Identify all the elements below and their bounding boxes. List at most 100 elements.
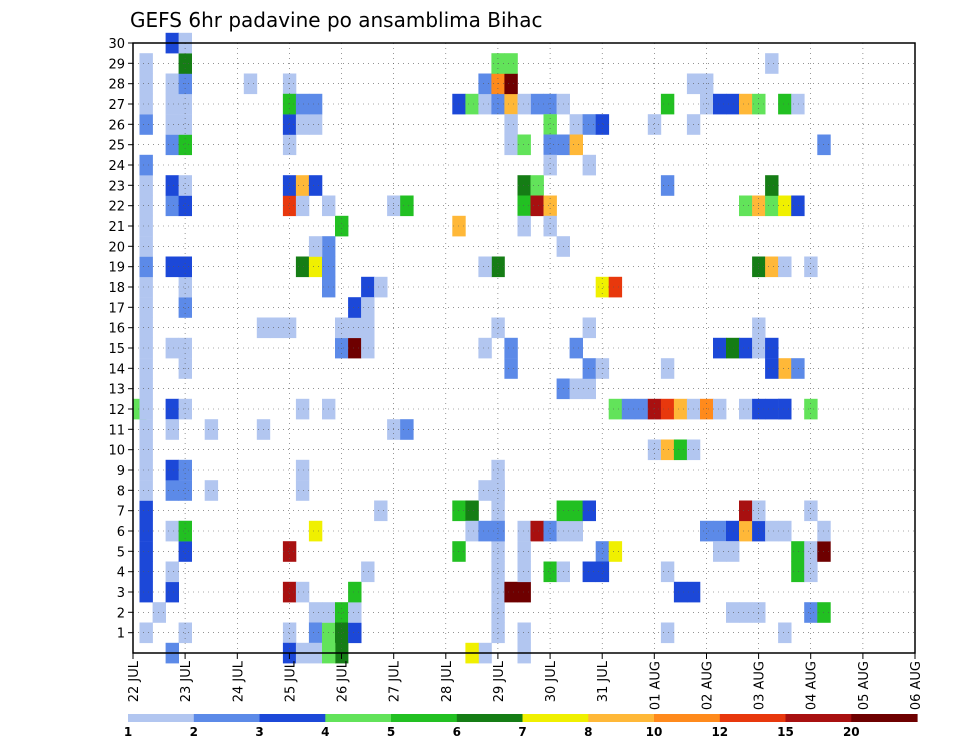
heatmap-cell [139, 317, 153, 339]
heatmap-cell [165, 114, 179, 135]
heatmap-cell [335, 622, 349, 644]
colorbar-swatch [325, 714, 392, 722]
heatmap-cell [139, 622, 153, 644]
colorbar-label: 3 [255, 725, 263, 739]
colorbar-swatch [128, 714, 195, 722]
heatmap-cell [673, 439, 688, 461]
x-tick-label: 26 JUL [336, 660, 351, 702]
heatmap-cell [765, 337, 779, 359]
x-tick-label: 30 JUL [544, 660, 559, 702]
x-tick-label: 06 AUG [909, 661, 924, 710]
heatmap-cell [165, 480, 179, 501]
colorbar-label: 20 [843, 725, 860, 739]
heatmap-cell [791, 93, 805, 115]
heatmap-cell [139, 480, 153, 501]
heatmap-cell [660, 398, 675, 420]
heatmap-cell [778, 195, 792, 217]
heatmap-cell [478, 73, 492, 95]
y-axis-ticks: 1234567891011121314151617181920212223242… [108, 37, 133, 642]
heatmap-cell [517, 520, 531, 542]
heatmap-cell [295, 256, 310, 278]
y-tick-label: 1 [117, 627, 125, 642]
heatmap-cell [804, 602, 818, 623]
colorbar-swatch [851, 714, 918, 722]
heatmap-cell [282, 175, 297, 196]
heatmap-cell [139, 195, 153, 217]
heatmap-cell [517, 215, 531, 237]
colorbar-swatch [785, 714, 852, 722]
x-tick-label: 25 JUL [283, 660, 298, 702]
heatmap-cell [308, 175, 323, 196]
heatmap-cell [165, 93, 179, 115]
heatmap-cell [139, 398, 153, 420]
colorbar-swatch [259, 714, 326, 722]
heatmap-cell [582, 317, 596, 339]
heatmap-cell [660, 175, 675, 196]
y-tick-label: 4 [117, 566, 125, 581]
heatmap-cell [282, 317, 297, 339]
heatmap-cell [804, 398, 818, 420]
y-tick-label: 13 [108, 383, 125, 398]
heatmap-cell [165, 520, 179, 542]
heatmap-cell [778, 256, 792, 278]
heatmap-cell [504, 337, 518, 359]
colorbar-label: 2 [190, 725, 198, 739]
heatmap-cell [739, 520, 753, 542]
heatmap-cell [139, 500, 153, 522]
y-tick-label: 26 [108, 118, 125, 133]
heatmap-cell [178, 175, 192, 196]
heatmap-cell [165, 398, 179, 420]
heatmap-cell [204, 480, 219, 501]
heatmap-cell [543, 195, 557, 217]
heatmap-cell [791, 358, 805, 379]
heatmap-cell [165, 134, 179, 156]
heatmap-cell [504, 53, 518, 74]
heatmap-cell [778, 520, 792, 542]
heatmap-cell [348, 337, 362, 359]
colorbar-label: 12 [711, 725, 728, 739]
heatmap-cell [739, 337, 753, 359]
heatmap-cell [400, 195, 414, 217]
heatmap-cell [713, 541, 727, 562]
colorbar-label: 6 [453, 725, 461, 739]
heatmap-cell [517, 195, 531, 217]
heatmap-cell [165, 337, 179, 359]
heatmap-cell [478, 256, 492, 278]
heatmap-cell [700, 93, 714, 115]
heatmap-cell [791, 195, 805, 217]
heatmap-cell [465, 500, 479, 522]
colorbar-swatch [522, 714, 589, 722]
heatmap-cell [765, 520, 779, 542]
heatmap-cell [282, 541, 297, 562]
colorbar-swatch [193, 714, 261, 722]
heatmap-cell [139, 541, 153, 562]
heatmap-cell [595, 114, 610, 135]
heatmap-cell [178, 541, 192, 562]
heatmap-cell [647, 114, 662, 135]
heatmap-cell [374, 500, 388, 522]
heatmap-cell [308, 114, 323, 135]
y-tick-label: 28 [108, 78, 125, 93]
heatmap-cell [582, 114, 596, 135]
heatmap-cell [165, 419, 179, 440]
heatmap-cell [178, 297, 192, 318]
heatmap-cell [700, 520, 714, 542]
heatmap-cell [178, 134, 192, 156]
heatmap-cell [308, 520, 323, 542]
heatmap-cell [765, 398, 779, 420]
heatmap-cell [400, 419, 414, 440]
heatmap-cell [178, 480, 192, 501]
x-tick-label: 31 JUL [596, 660, 611, 702]
heatmap-cell [478, 520, 492, 542]
y-tick-label: 11 [108, 423, 125, 438]
heatmap-cell [543, 93, 557, 115]
heatmap-cell [348, 317, 362, 339]
heatmap-cell [517, 134, 531, 156]
y-tick-label: 30 [108, 37, 125, 52]
y-tick-label: 24 [108, 159, 125, 174]
heatmap-cell [530, 195, 544, 217]
heatmap-cell [517, 581, 531, 603]
y-tick-label: 27 [108, 98, 125, 113]
heatmap-cell [660, 93, 675, 115]
heatmap-cell [778, 622, 792, 644]
